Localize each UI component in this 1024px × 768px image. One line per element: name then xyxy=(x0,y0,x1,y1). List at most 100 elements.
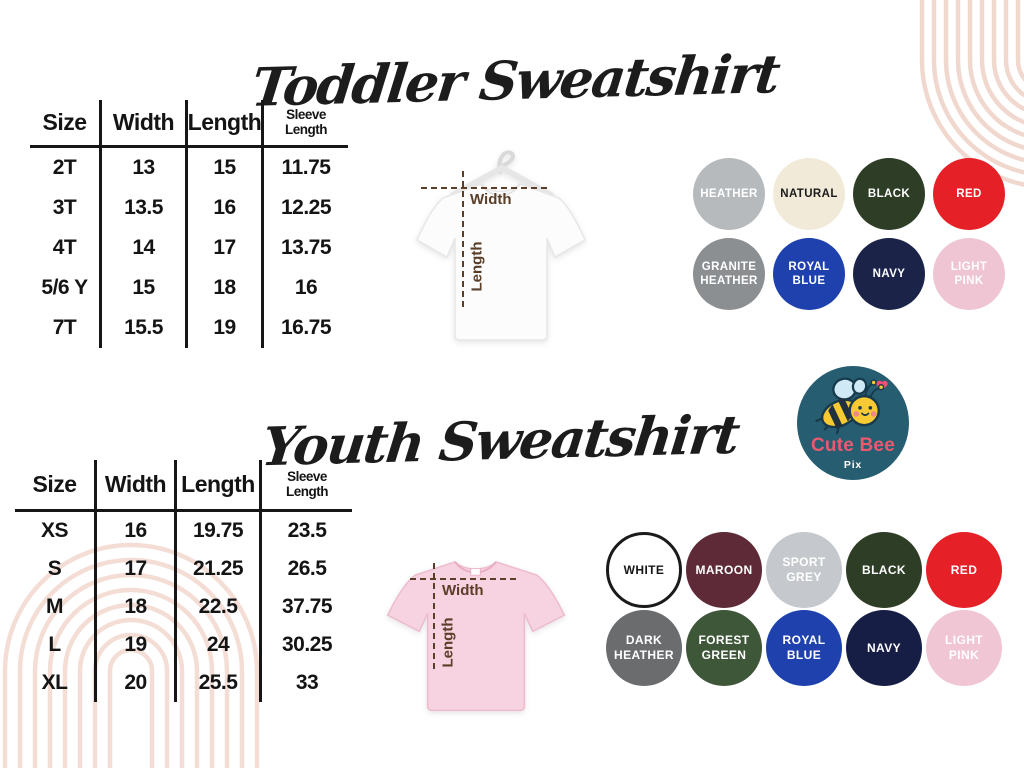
bee-icon xyxy=(815,377,888,435)
swatch-label: WHITE xyxy=(623,562,665,577)
cell-width: 19 xyxy=(97,626,177,664)
swatch-label: NAVY xyxy=(872,267,906,280)
cell-sleeve: 12.25 xyxy=(280,196,332,219)
corner-arcs-decoration-bottom-left xyxy=(2,542,260,768)
swatch-label: HEATHER xyxy=(700,187,758,200)
logo-subtitle: Pix xyxy=(843,459,863,471)
width-measure-line xyxy=(410,578,518,580)
cell-width: 14 xyxy=(102,228,188,268)
color-swatch-maroon: MAROON xyxy=(686,532,762,608)
cell-width: 13 xyxy=(102,148,188,188)
cell-length: 25.5 xyxy=(177,664,262,702)
cell-length: 17 xyxy=(188,228,264,268)
color-swatch-royal-blue: ROYAL BLUE xyxy=(773,238,845,310)
youth-size-table: Size Width Length Sleeve Length XS 16 19… xyxy=(15,460,352,702)
cell-sleeve: 23.5 xyxy=(287,519,327,542)
cell-length: 18 xyxy=(188,268,264,308)
cell-length: 19.75 xyxy=(177,512,262,550)
color-swatch-white: WHITE xyxy=(606,532,682,608)
color-swatch-black: BLACK xyxy=(846,532,922,608)
swatch-label: ROYAL BLUE xyxy=(782,633,826,662)
swatch-label: BLACK xyxy=(862,562,906,577)
cell-sleeve: 26.5 xyxy=(287,557,327,580)
length-label: Length xyxy=(468,241,486,292)
color-swatch-forest-green: FOREST GREEN xyxy=(686,610,762,686)
hanger-arms xyxy=(450,165,554,198)
swatch-label: BLACK xyxy=(867,187,911,200)
color-swatch-dark-heather: DARK HEATHER xyxy=(606,610,682,686)
length-measure-line xyxy=(433,563,435,669)
youth-tee-graphic xyxy=(386,560,566,712)
color-swatch-light-pink: LIGHT PINK xyxy=(926,610,1002,686)
cell-width: 17 xyxy=(97,550,177,588)
cell-width: 15.5 xyxy=(102,308,188,348)
color-swatch-light-pink: LIGHT PINK xyxy=(933,238,1005,310)
swatch-label: LIGHT PINK xyxy=(945,633,983,662)
width-measure-line xyxy=(421,187,547,189)
cell-width: 20 xyxy=(97,664,177,702)
youth-color-options: WHITE MAROON SPORT GREY BLACK RED DARK H… xyxy=(606,532,1002,686)
col-header-size: Size xyxy=(15,460,97,512)
swatch-label: NAVY xyxy=(866,640,902,655)
cell-sleeve: 33 xyxy=(295,671,319,694)
swatch-label: SPORT GREY xyxy=(782,555,826,584)
color-swatch-sport-grey: SPORT GREY xyxy=(766,532,842,608)
color-swatch-navy: NAVY xyxy=(853,238,925,310)
cell-width: 15 xyxy=(102,268,188,308)
swatch-label: RED xyxy=(956,187,982,200)
swatch-label: GRANITE HEATHER xyxy=(700,260,758,287)
color-swatch-heather: HEATHER xyxy=(693,158,765,230)
swatch-label: DARK HEATHER xyxy=(614,633,674,662)
cell-length: 21.25 xyxy=(177,550,262,588)
col-header-length: Length xyxy=(177,460,262,512)
corner-arcs-decoration-top-right xyxy=(919,0,1024,187)
cell-size: 7T xyxy=(30,308,102,348)
swatch-label: FOREST GREEN xyxy=(698,633,750,662)
cute-bee-pix-logo: Cute Bee Pix xyxy=(797,366,909,480)
col-header-sleeve-length: Sleeve Length xyxy=(262,460,352,512)
cell-width: 13.5 xyxy=(102,188,188,228)
cell-size: L xyxy=(15,626,97,664)
cell-size: S xyxy=(15,550,97,588)
col-header-size: Size xyxy=(30,100,102,148)
cell-sleeve: 11.75 xyxy=(281,156,331,179)
swatch-label: MAROON xyxy=(695,562,753,577)
cell-size: 4T xyxy=(30,228,102,268)
toddler-tee-graphic xyxy=(416,150,586,341)
col-header-width: Width xyxy=(97,460,177,512)
col-header-width: Width xyxy=(102,100,188,148)
col-header-length: Length xyxy=(188,100,264,148)
cell-length: 19 xyxy=(188,308,264,348)
cell-length: 24 xyxy=(177,626,262,664)
color-swatch-red: RED xyxy=(933,158,1005,230)
length-measure-line xyxy=(462,171,464,311)
cell-sleeve: 13.75 xyxy=(280,236,332,259)
length-label: Length xyxy=(439,617,457,668)
swatch-label: LIGHT PINK xyxy=(950,260,988,287)
color-swatch-royal-blue: ROYAL BLUE xyxy=(766,610,842,686)
cell-sleeve: 16.75 xyxy=(280,316,332,339)
cell-sleeve: 37.75 xyxy=(281,595,333,618)
swatch-label: ROYAL BLUE xyxy=(788,260,830,287)
cell-sleeve: 30.25 xyxy=(281,633,333,656)
width-label: Width xyxy=(470,191,512,208)
color-swatch-granite-heather: GRANITE HEATHER xyxy=(693,238,765,310)
cell-size: 3T xyxy=(30,188,102,228)
cell-size: M xyxy=(15,588,97,626)
collar-tag xyxy=(470,568,481,576)
cell-size: 2T xyxy=(30,148,102,188)
cell-width: 16 xyxy=(97,512,177,550)
toddler-size-table: Size Width Length Sleeve Length 2T 13 15… xyxy=(30,100,348,348)
color-swatch-natural: NATURAL xyxy=(773,158,845,230)
color-swatch-black: BLACK xyxy=(853,158,925,230)
cell-size: 5/6 Y xyxy=(30,268,102,308)
swatch-label: NATURAL xyxy=(780,187,838,200)
cell-size: XL xyxy=(15,664,97,702)
toddler-shirt-photo: Width Length xyxy=(403,138,598,348)
cell-length: 15 xyxy=(188,148,264,188)
cell-width: 18 xyxy=(97,588,177,626)
cell-length: 16 xyxy=(188,188,264,228)
swatch-label: RED xyxy=(950,562,978,577)
width-label: Width xyxy=(442,582,484,599)
